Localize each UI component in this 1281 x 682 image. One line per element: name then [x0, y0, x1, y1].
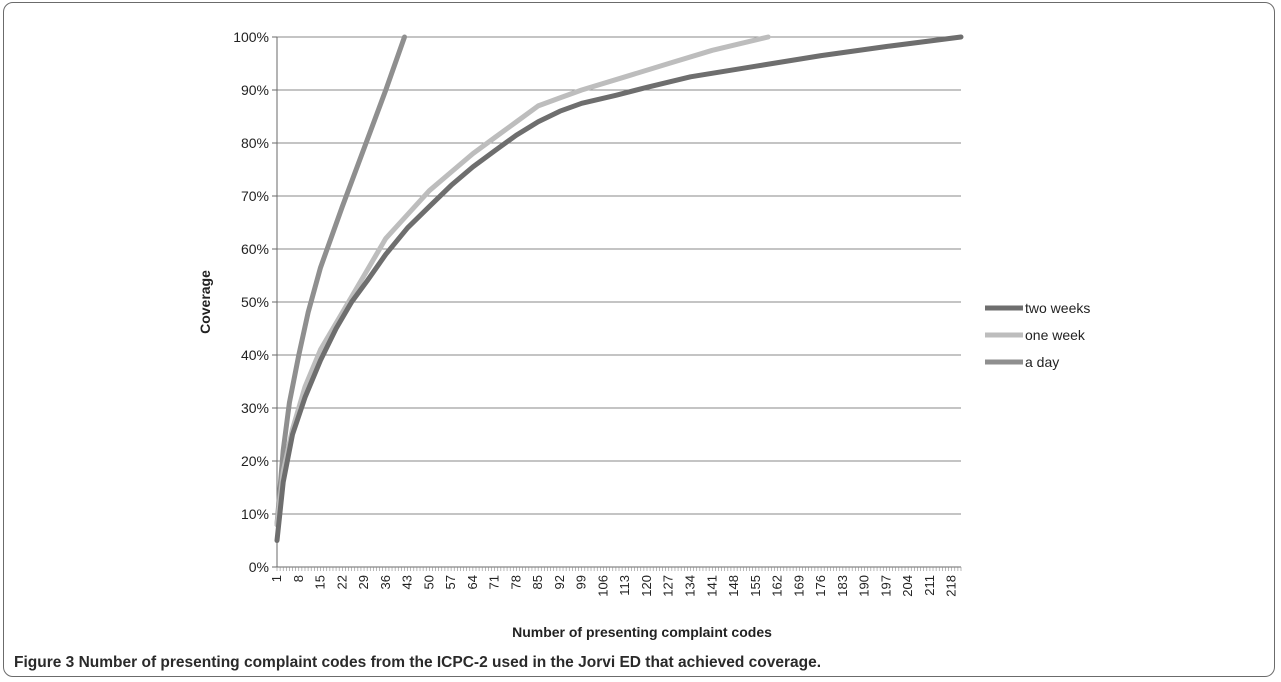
x-tick-label: 57: [443, 575, 458, 589]
x-tick-label: 29: [356, 575, 371, 589]
x-axis-title: Number of presenting complaint codes: [512, 624, 772, 640]
y-tick-label: 100%: [233, 29, 269, 45]
y-tick-label: 40%: [241, 347, 269, 363]
x-tick-label: 204: [900, 575, 915, 597]
x-tick-label: 64: [465, 575, 480, 589]
x-tick-label: 148: [726, 575, 741, 597]
series-line-a-day: [277, 37, 405, 525]
y-tick-label: 60%: [241, 241, 269, 257]
x-tick-label: 1: [269, 575, 284, 582]
y-tick-label: 90%: [241, 82, 269, 98]
x-tick-label: 176: [813, 575, 828, 597]
x-tick-label: 43: [400, 575, 415, 589]
figure-caption-text: Number of presenting complaint codes fro…: [79, 654, 821, 671]
x-tick-label: 155: [748, 575, 763, 597]
x-tick-label: 183: [835, 575, 850, 597]
y-tick-label: 50%: [241, 294, 269, 310]
x-tick-label: 134: [683, 575, 698, 597]
x-tick-label: 197: [878, 575, 893, 597]
x-tick-label: 92: [552, 575, 567, 589]
series-lines: [277, 37, 961, 541]
x-tick-label: 22: [334, 575, 349, 589]
figure-caption: Figure 3 Number of presenting complaint …: [14, 654, 821, 672]
x-tick-label: 106: [595, 575, 610, 597]
legend-label: two weeks: [1025, 300, 1090, 316]
x-tick-label: 50: [421, 575, 436, 589]
series-line-one-week: [277, 37, 768, 525]
x-tick-label: 78: [508, 575, 523, 589]
x-tick-label: 211: [922, 575, 937, 596]
y-tick-label: 30%: [241, 400, 269, 416]
x-tick-label: 120: [639, 575, 654, 597]
x-tick-label: 15: [313, 575, 328, 589]
x-tick-label: 36: [378, 575, 393, 589]
y-tick-label: 80%: [241, 135, 269, 151]
y-axis-title: Coverage: [197, 270, 213, 334]
x-tick-label: 141: [704, 575, 719, 597]
x-tick-label: 99: [574, 575, 589, 589]
legend: two weeks one week a day: [985, 300, 1090, 370]
y-tick-label: 0%: [249, 559, 269, 575]
x-tick-label: 190: [857, 575, 872, 597]
x-tick-label: 218: [944, 575, 959, 597]
legend-label: one week: [1025, 327, 1086, 343]
y-tick-label: 10%: [241, 506, 269, 522]
y-tick-label: 20%: [241, 453, 269, 469]
x-tick-label: 162: [770, 575, 785, 597]
line-chart: 0% 10% 20% 30% 40% 50% 60% 70% 80% 90% 100% 1 8 15 22 2…: [0, 0, 1281, 650]
x-tick-label: 8: [291, 575, 306, 582]
x-tick-label: 71: [487, 575, 502, 589]
x-tick-label: 127: [661, 575, 676, 597]
x-tick-label: 113: [617, 575, 632, 596]
figure-label: Figure 3: [14, 654, 74, 671]
x-tick-label: 169: [791, 575, 806, 597]
legend-label: a day: [1025, 354, 1059, 370]
x-tick-label: 85: [530, 575, 545, 589]
y-tick-label: 70%: [241, 188, 269, 204]
gridlines: [277, 37, 961, 567]
